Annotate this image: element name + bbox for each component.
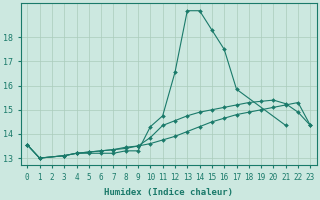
X-axis label: Humidex (Indice chaleur): Humidex (Indice chaleur) [104,188,233,197]
